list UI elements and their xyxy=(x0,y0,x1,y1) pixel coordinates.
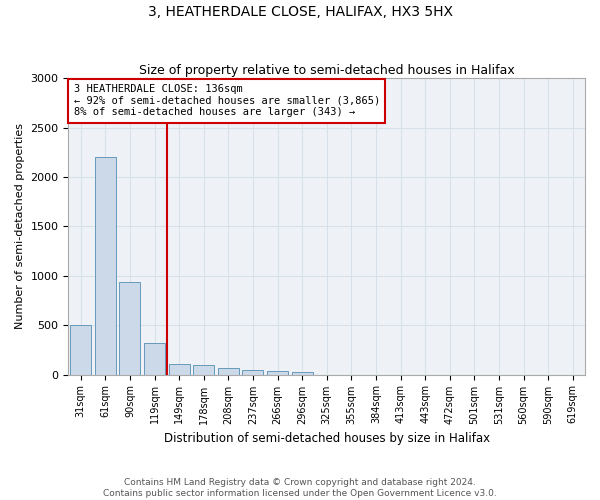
Bar xyxy=(267,372,288,374)
X-axis label: Distribution of semi-detached houses by size in Halifax: Distribution of semi-detached houses by … xyxy=(164,432,490,445)
Title: Size of property relative to semi-detached houses in Halifax: Size of property relative to semi-detach… xyxy=(139,64,515,77)
Bar xyxy=(292,372,313,374)
Bar xyxy=(169,364,190,374)
Text: Contains HM Land Registry data © Crown copyright and database right 2024.
Contai: Contains HM Land Registry data © Crown c… xyxy=(103,478,497,498)
Bar xyxy=(218,368,239,374)
Bar xyxy=(70,325,91,374)
Text: 3 HEATHERDALE CLOSE: 136sqm
← 92% of semi-detached houses are smaller (3,865)
8%: 3 HEATHERDALE CLOSE: 136sqm ← 92% of sem… xyxy=(74,84,380,117)
Bar xyxy=(193,365,214,374)
Bar xyxy=(242,370,263,374)
Bar xyxy=(144,343,165,374)
Text: 3, HEATHERDALE CLOSE, HALIFAX, HX3 5HX: 3, HEATHERDALE CLOSE, HALIFAX, HX3 5HX xyxy=(148,5,452,19)
Bar xyxy=(119,282,140,374)
Y-axis label: Number of semi-detached properties: Number of semi-detached properties xyxy=(15,124,25,330)
Bar xyxy=(95,157,116,374)
